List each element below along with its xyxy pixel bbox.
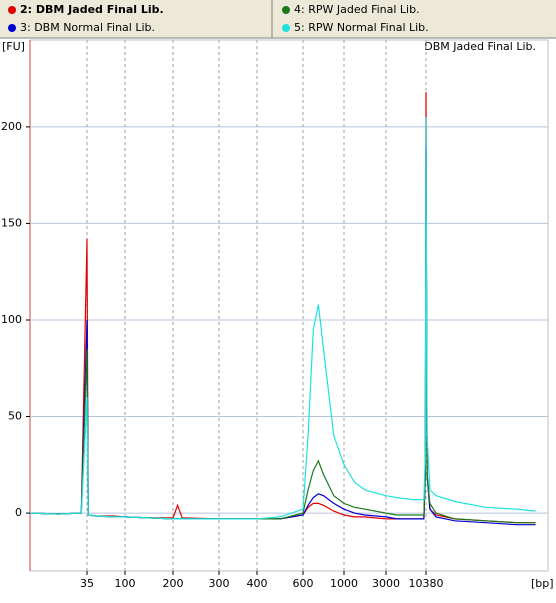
plot-area xyxy=(29,39,549,572)
legend-label: 3: DBM Normal Final Lib. xyxy=(20,21,155,34)
y-tick-label: 50 xyxy=(8,410,22,423)
x-tick-label: 200 xyxy=(163,577,184,590)
trace xyxy=(29,117,536,520)
legend-marker xyxy=(282,6,290,14)
y-tick-label: 0 xyxy=(15,506,22,519)
x-tick-label: 10380 xyxy=(409,577,444,590)
x-tick-label: 400 xyxy=(247,577,268,590)
x-tick-label: 3000 xyxy=(372,577,400,590)
legend-marker xyxy=(8,24,16,32)
x-tick-label: 100 xyxy=(115,577,136,590)
y-tick-label: 100 xyxy=(1,313,22,326)
legend-label: 2: DBM Jaded Final Lib. xyxy=(20,3,164,16)
legend-label: 5: RPW Normal Final Lib. xyxy=(294,21,429,34)
x-axis-label: [bp] xyxy=(531,577,554,590)
x-tick-label: 1000 xyxy=(330,577,358,590)
x-tick-label: 600 xyxy=(293,577,314,590)
legend-marker xyxy=(282,24,290,32)
legend-panel xyxy=(0,0,556,38)
x-tick-label: 300 xyxy=(209,577,230,590)
legend-marker xyxy=(8,6,16,14)
y-axis-label: [FU] xyxy=(2,40,25,53)
legend-label: 4: RPW Jaded Final Lib. xyxy=(294,3,420,16)
y-tick-label: 200 xyxy=(1,120,22,133)
chart-title: DBM Jaded Final Lib. xyxy=(424,40,536,53)
x-tick-label: 35 xyxy=(80,577,94,590)
y-tick-label: 150 xyxy=(1,216,22,229)
